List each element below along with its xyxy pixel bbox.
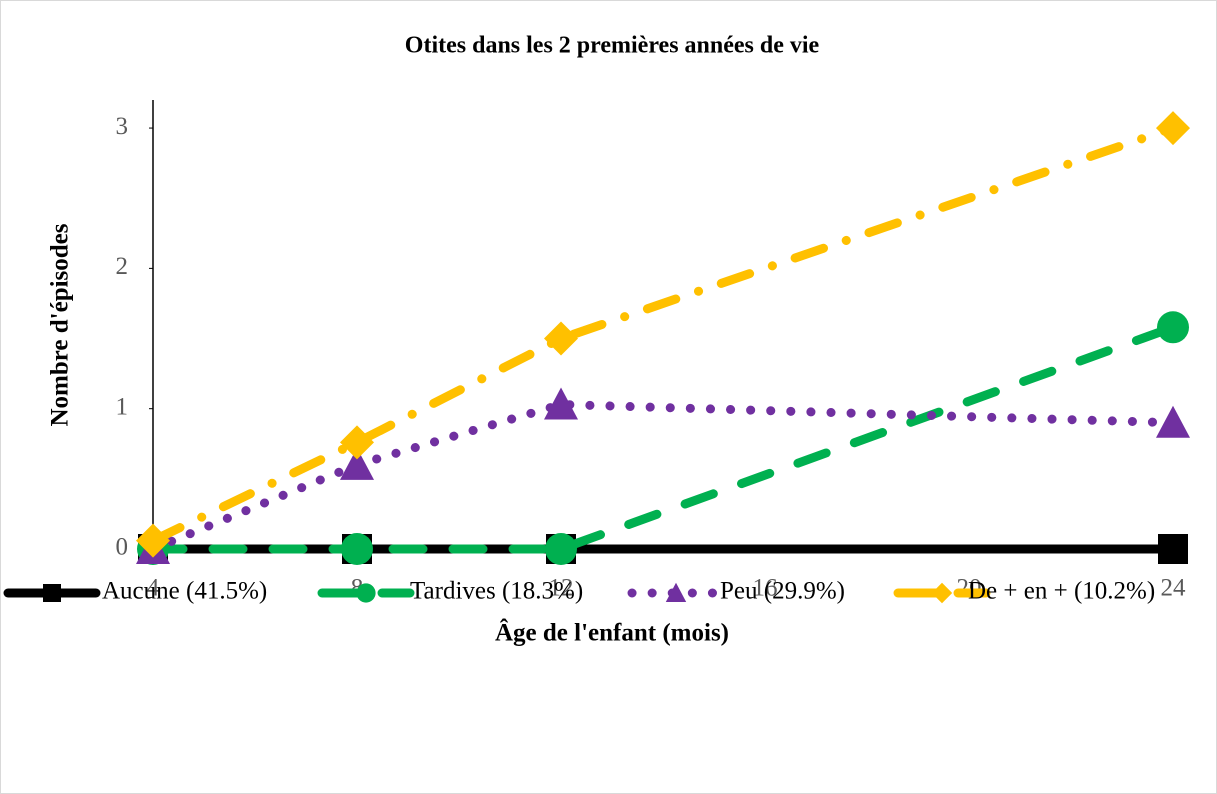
legend-marker bbox=[931, 582, 953, 604]
marker bbox=[1158, 534, 1188, 564]
y-tick-label: 0 bbox=[116, 534, 129, 561]
y-tick-label: 3 bbox=[116, 113, 129, 140]
marker bbox=[340, 447, 374, 480]
legend-label: Peu (29.9%) bbox=[720, 578, 845, 605]
x-tick-label: 12 bbox=[549, 575, 574, 602]
x-tick-label: 24 bbox=[1161, 575, 1187, 602]
x-tick-label: 16 bbox=[753, 575, 778, 602]
marker bbox=[341, 533, 373, 565]
legend-marker bbox=[356, 583, 376, 603]
legend-marker bbox=[43, 584, 61, 602]
marker bbox=[340, 425, 374, 460]
series-line bbox=[148, 322, 1178, 554]
y-axis-label: Nombre d'épisodes bbox=[47, 223, 74, 426]
marker bbox=[544, 387, 578, 420]
marker bbox=[1156, 111, 1190, 146]
marker bbox=[1156, 405, 1190, 438]
y-tick-label: 1 bbox=[116, 393, 129, 420]
x-axis-label: Âge de l'enfant (mois) bbox=[495, 619, 729, 647]
legend-label: De + en + (10.2%) bbox=[968, 578, 1155, 605]
marker bbox=[136, 523, 170, 558]
chart-title: Otites dans les 2 premières années de vi… bbox=[405, 33, 820, 59]
y-tick-label: 2 bbox=[116, 253, 129, 280]
series-line bbox=[148, 399, 1178, 554]
marker bbox=[545, 533, 577, 565]
legend-label: Aucune (41.5%) bbox=[102, 578, 267, 605]
x-tick-label: 4 bbox=[147, 575, 160, 602]
series-line bbox=[148, 123, 1178, 546]
legend-marker bbox=[665, 582, 687, 602]
legend-label: Tardives (18.3%) bbox=[410, 578, 583, 605]
marker bbox=[1157, 311, 1189, 344]
marker bbox=[544, 321, 578, 356]
